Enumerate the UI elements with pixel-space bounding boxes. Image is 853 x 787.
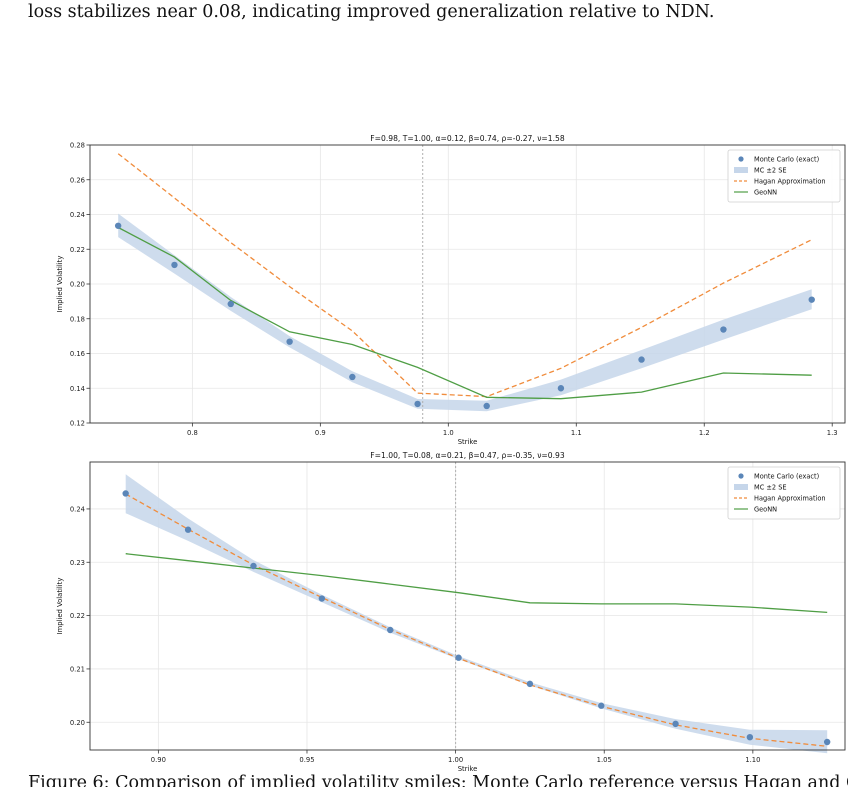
mc-point [349, 373, 356, 381]
legend-box [727, 466, 841, 520]
y-tick-label: 0.24 [70, 505, 85, 513]
chart-title: F=1.00, T=0.08, α=0.21, β=0.47, ρ=-0.35,… [370, 451, 565, 460]
mc-point [122, 490, 129, 497]
hagan-line [117, 153, 812, 398]
paper-text-top: loss stabilizes near 0.08, indicating im… [28, 2, 715, 22]
y-tick-label: 0.16 [70, 350, 85, 358]
mc-point [638, 356, 645, 363]
mc-point [414, 400, 421, 408]
legend-label: GeoNN [754, 505, 777, 513]
geonn-line [125, 553, 828, 614]
legend-marker-band [734, 167, 748, 173]
x-tick-label: 0.90 [151, 756, 166, 764]
x-tick-label: 1.00 [448, 756, 463, 764]
mc-point [483, 402, 490, 410]
x-tick-label: 1.10 [745, 756, 760, 764]
legend-label: GeoNN [754, 188, 777, 196]
y-tick-label: 0.12 [70, 420, 85, 428]
chart-2: 0.90 0.95 1.00 1.05 1.10 0.20 0.21 0.22 0.23 0.24… [56, 451, 846, 773]
mc-point [114, 222, 122, 229]
y-tick-label: 0.28 [70, 142, 85, 150]
mc-point [387, 626, 394, 634]
y-axis-label: Implied Volatility [56, 256, 64, 313]
x-tick-label: 1.3 [827, 429, 838, 437]
mc-point [823, 738, 831, 746]
mc-point [746, 734, 754, 741]
mc-point [184, 526, 192, 533]
mc-point [526, 680, 534, 688]
mc-point [672, 720, 679, 728]
mc-point [808, 296, 815, 303]
y-tick-label: 0.22 [70, 246, 85, 254]
mc-se-band [125, 474, 828, 754]
y-tick-label: 0.18 [70, 315, 85, 323]
paper-text-bottom: Figure 6: Comparison of implied volatili… [28, 773, 848, 787]
y-tick-label: 0.21 [70, 665, 85, 673]
y-tick-label: 0.23 [70, 559, 85, 567]
chart-1: 0.8 0.9 1.0 1.1 1.2 1.3 0.12 0.14 0.16 0.18 0.20 0.… [56, 134, 846, 446]
x-axis-label: Strike [458, 765, 478, 773]
y-tick-label: 0.20 [70, 719, 85, 727]
mc-point [318, 595, 326, 602]
legend-marker-mc [738, 473, 744, 479]
legend-label: Hagan Approximation [754, 494, 826, 502]
legend: Monte Carlo (exact) MC ±2 SE Hagan Approxi… [727, 149, 841, 203]
mc-point [250, 562, 257, 570]
x-tick-label: 1.1 [571, 429, 582, 437]
x-tick-label: 0.8 [187, 429, 198, 437]
y-axis-label: Implied Volatility [56, 578, 64, 635]
y-tick-label: 0.26 [70, 176, 85, 184]
mc-point [455, 654, 462, 661]
x-tick-label: 0.95 [299, 756, 314, 764]
y-tick-label: 0.22 [70, 612, 85, 620]
mc-se-band [118, 213, 812, 412]
mc-point [227, 300, 234, 308]
y-tick-label: 0.14 [70, 385, 85, 393]
mc-point [286, 338, 293, 345]
hagan-line [125, 493, 828, 747]
mc-point [598, 702, 605, 709]
mc-point [557, 385, 565, 392]
chart-title: F=0.98, T=1.00, α=0.12, β=0.74, ρ=-0.27,… [370, 134, 565, 143]
legend-box [727, 149, 841, 203]
mc-point [171, 261, 178, 269]
geonn-line [117, 226, 812, 400]
legend-label: Monte Carlo (exact) [754, 472, 819, 480]
legend-label: MC ±2 SE [754, 483, 787, 491]
x-axis-label: Strike [458, 438, 478, 446]
legend-label: Hagan Approximation [754, 177, 826, 185]
legend-marker-band [734, 484, 748, 490]
mc-point [720, 326, 727, 333]
x-tick-label: 0.9 [315, 429, 326, 437]
y-tick-label: 0.20 [70, 281, 85, 289]
y-tick-label: 0.24 [70, 211, 85, 219]
legend-label: MC ±2 SE [754, 166, 787, 174]
plot-frame [89, 461, 846, 751]
x-tick-label: 1.2 [699, 429, 710, 437]
x-tick-label: 1.0 [443, 429, 454, 437]
legend-label: Monte Carlo (exact) [754, 155, 819, 163]
legend: Monte Carlo (exact) MC ±2 SE Hagan Approxi… [727, 466, 841, 520]
x-tick-label: 1.05 [597, 756, 612, 764]
legend-marker-mc [738, 156, 744, 162]
